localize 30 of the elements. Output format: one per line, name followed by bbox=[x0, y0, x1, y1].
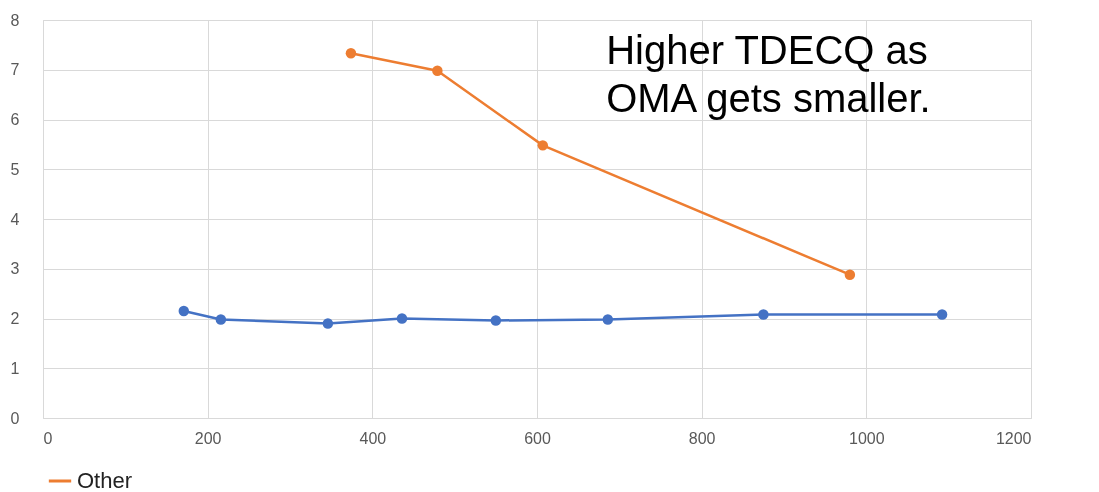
point bbox=[322, 318, 334, 329]
point bbox=[396, 313, 408, 324]
x-tick-label: 200 bbox=[194, 429, 222, 447]
y-tick-label: 8 bbox=[10, 11, 20, 29]
point bbox=[844, 269, 856, 280]
point bbox=[178, 305, 190, 317]
y-tick-label: 6 bbox=[10, 111, 20, 128]
point bbox=[490, 315, 502, 326]
y-tick-label: 1 bbox=[10, 359, 20, 377]
point bbox=[432, 65, 443, 76]
x-tick-label: 1200 bbox=[995, 429, 1032, 447]
x-tick-label: 400 bbox=[359, 429, 387, 447]
x-tick-label: 0 bbox=[43, 429, 53, 447]
x-tick-label: 800 bbox=[688, 429, 716, 447]
y-tick-label: 5 bbox=[10, 160, 20, 178]
y-tick-label: 3 bbox=[10, 260, 20, 278]
y-tick-label: 0 bbox=[10, 409, 20, 427]
annotation: Higher TDECQ as OMA gets smaller. bbox=[606, 28, 931, 120]
y-tick-label: 2 bbox=[10, 310, 20, 327]
y-tick-label: 7 bbox=[10, 61, 20, 79]
point bbox=[345, 48, 357, 59]
point bbox=[936, 309, 948, 320]
x-tick-label: 600 bbox=[524, 429, 551, 447]
y-tick-label: 4 bbox=[10, 210, 20, 228]
x-tick-label: 1000 bbox=[849, 429, 885, 447]
point bbox=[215, 314, 227, 325]
legend-label: Other bbox=[77, 468, 133, 492]
point bbox=[758, 309, 769, 320]
point bbox=[602, 314, 614, 325]
point bbox=[537, 140, 549, 151]
